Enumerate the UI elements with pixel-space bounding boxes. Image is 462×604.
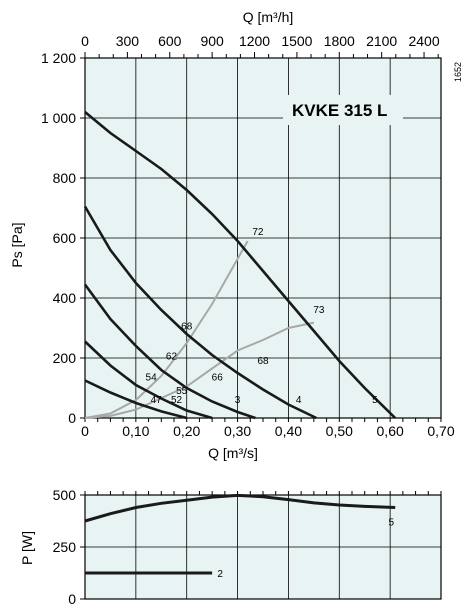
x-tick-label: 0,70 — [427, 423, 454, 439]
x2-tick-label: 1500 — [281, 33, 312, 49]
y-tick-label: 0 — [68, 410, 76, 426]
x2-tick-label: 300 — [116, 33, 140, 49]
fan-curve-3 — [83, 283, 256, 420]
y-tick-label: 800 — [53, 170, 77, 186]
x-tick-label: 0,10 — [122, 423, 149, 439]
x-tick-label: 0,40 — [275, 423, 302, 439]
system-curve-73 — [84, 321, 315, 419]
system-curve-72 — [84, 240, 249, 419]
power-grid — [85, 495, 441, 599]
y-tick-label: 600 — [53, 230, 77, 246]
x2-axis-title: Q [m³/h] — [243, 9, 294, 25]
curve-annotation: 47 — [151, 395, 163, 406]
x-tick-label: 0,50 — [326, 423, 353, 439]
curve-annotation: 68 — [257, 356, 269, 367]
y-tick-label: 400 — [53, 290, 77, 306]
x-tick-label: 0 — [81, 423, 89, 439]
power-y-axis-title: P [W] — [19, 531, 35, 565]
curve-annotation: 68 — [181, 322, 193, 333]
x2-tick-label: 2100 — [366, 33, 397, 49]
x-axis-title: Q [m³/s] — [208, 445, 258, 461]
power-curves: 52 — [84, 493, 396, 580]
pressure-ticks — [80, 52, 442, 422]
x-tick-label: 0,60 — [377, 423, 404, 439]
power-y-tick-label: 0 — [68, 591, 76, 604]
curve-annotation: 72 — [252, 227, 264, 238]
power-y-tick-label: 500 — [53, 487, 77, 503]
power-curve-label: 2 — [217, 569, 223, 580]
power-y-tick-label: 250 — [53, 539, 77, 555]
x2-tick-label: 1800 — [324, 33, 355, 49]
side-note: 1652 — [453, 62, 462, 82]
curve-annotation: 55 — [176, 386, 188, 397]
y-axis-title: Ps [Pa] — [9, 222, 25, 267]
chart-title: KVKE 315 L — [292, 101, 387, 120]
curve-annotation: 5 — [372, 395, 378, 406]
power-curve-label: 5 — [388, 517, 394, 528]
x2-tick-label: 2400 — [408, 33, 439, 49]
pressure-grid — [85, 58, 441, 418]
curve-annotation: 52 — [171, 395, 183, 406]
x-tick-label: 0,20 — [173, 423, 200, 439]
pressure-curves: 72 73 68 68 62 66 54 55 47 52 3 4 5 — [83, 110, 397, 420]
x2-tick-label: 900 — [200, 33, 224, 49]
y-tick-label: 1 200 — [41, 50, 76, 66]
fan-curve-2 — [84, 340, 213, 420]
fan-curve-5 — [84, 110, 397, 419]
power-ticks — [80, 491, 442, 600]
pressure-tick-labels: 0 0,10 0,20 0,30 0,40 0,50 0,60 0,70 0 200 400 600 8… — [41, 33, 455, 439]
chart-title-box — [283, 95, 403, 125]
x2-tick-label: 0 — [81, 33, 89, 49]
y-tick-label: 1 000 — [41, 110, 76, 126]
power-curve-5 — [84, 493, 396, 523]
y-tick-label: 200 — [53, 350, 77, 366]
fan-curve-4 — [83, 205, 317, 420]
fan-curve-1 — [84, 379, 188, 420]
power-tick-labels: 0 250 500 — [53, 487, 77, 604]
pressure-chart: 72 73 68 68 62 66 54 55 47 52 3 4 5 0 0,10 0,20 0,30 0,4… — [9, 9, 462, 461]
curve-annotation: 3 — [235, 395, 241, 406]
curve-annotation: 73 — [313, 305, 325, 316]
x2-tick-label: 1200 — [239, 33, 270, 49]
curve-annotation: 4 — [296, 395, 302, 406]
curve-annotation: 54 — [146, 373, 158, 384]
curve-annotation: 62 — [166, 352, 178, 363]
x-tick-label: 0,30 — [224, 423, 251, 439]
curve-annotation: 66 — [212, 373, 224, 384]
x2-tick-label: 600 — [158, 33, 182, 49]
